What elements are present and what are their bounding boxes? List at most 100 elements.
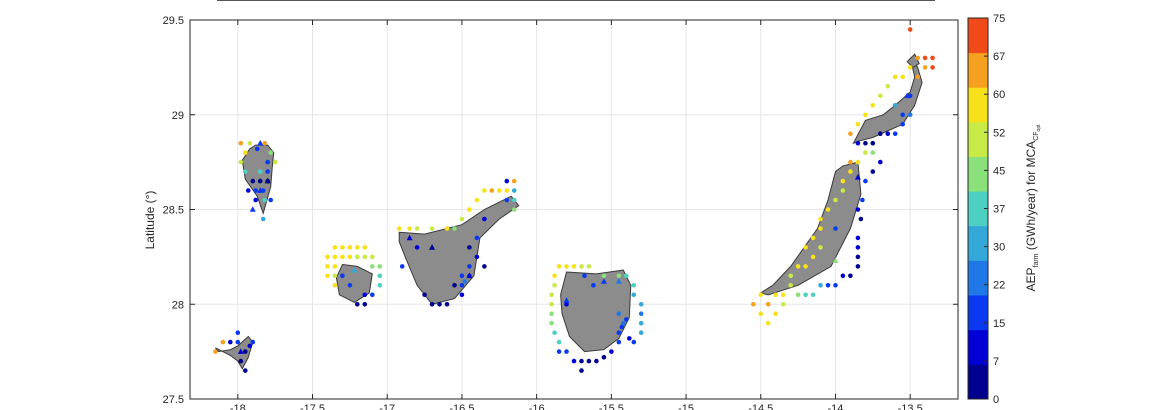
- data-point: [855, 121, 861, 127]
- island-shape: [560, 269, 632, 353]
- data-point: [340, 273, 345, 279]
- data-point: [243, 169, 248, 174]
- data-point: [370, 264, 375, 269]
- data-point: [751, 302, 756, 307]
- data-point: [253, 188, 258, 193]
- data-point: [235, 339, 241, 345]
- data-point: [347, 245, 353, 250]
- data-point: [396, 226, 402, 231]
- data-point: [340, 245, 345, 250]
- data-point: [892, 74, 898, 80]
- data-point: [504, 188, 510, 193]
- data-point: [489, 188, 495, 193]
- data-point: [347, 254, 353, 260]
- colorbar-segment: [968, 156, 988, 192]
- colorbar-segment: [968, 121, 988, 157]
- data-point: [332, 264, 338, 269]
- data-point: [377, 264, 383, 269]
- x-tick-label: -14.5: [748, 403, 773, 410]
- data-point: [758, 311, 764, 317]
- data-point: [556, 264, 562, 269]
- data-point: [795, 264, 801, 269]
- data-point: [758, 292, 764, 298]
- colorbar-label-subscript: CF: [1033, 131, 1040, 140]
- data-point: [922, 65, 928, 70]
- colorbar-segment: [968, 260, 988, 296]
- data-point: [355, 245, 360, 250]
- data-point: [467, 207, 472, 212]
- data-point: [579, 368, 584, 373]
- data-point: [272, 159, 278, 165]
- data-point: [571, 358, 577, 364]
- data-point: [459, 283, 465, 288]
- data-point: [511, 197, 517, 203]
- x-tick-label: -16.5: [449, 403, 474, 410]
- data-point: [638, 302, 644, 307]
- y-tick-label: 28.5: [163, 205, 184, 217]
- data-point: [780, 292, 786, 298]
- data-point: [414, 245, 420, 250]
- x-tick-label: -18: [230, 403, 246, 410]
- data-point: [238, 159, 244, 165]
- island-shape: [759, 161, 862, 296]
- data-point: [858, 216, 864, 222]
- data-point: [907, 112, 913, 118]
- data-point: [260, 216, 266, 222]
- data-point: [355, 302, 360, 307]
- colorbar-label-subscript: farm: [1033, 253, 1040, 267]
- data-point: [765, 320, 771, 326]
- data-point: [855, 264, 861, 269]
- data-point: [586, 358, 592, 364]
- colorbar-tick-label: 75: [993, 13, 1005, 25]
- colorbar-tick-label: 52: [993, 127, 1005, 139]
- data-point: [482, 188, 487, 193]
- data-point: [253, 197, 258, 203]
- data-point: [788, 273, 793, 279]
- data-point: [616, 330, 622, 336]
- data-point: [780, 302, 786, 307]
- island-shape: [852, 57, 923, 145]
- data-point: [362, 245, 368, 250]
- colorbar-segment: [968, 191, 988, 227]
- colorbar-label-subsubscript: opt: [1036, 124, 1042, 132]
- y-axis-label: Latitude (°): [143, 191, 157, 250]
- x-tick-label: -16: [529, 403, 545, 410]
- data-point: [579, 264, 584, 269]
- data-point: [922, 55, 928, 61]
- data-point: [452, 226, 457, 231]
- data-point: [930, 55, 935, 61]
- turbine-marker: [429, 244, 436, 250]
- data-point: [474, 254, 480, 260]
- colorbar-tick-label: 60: [993, 89, 1005, 101]
- data-point: [474, 197, 480, 203]
- data-point: [511, 178, 517, 184]
- data-point: [238, 358, 244, 364]
- data-point: [810, 292, 816, 298]
- data-point: [247, 343, 253, 349]
- data-point: [429, 302, 435, 307]
- data-point: [265, 159, 271, 165]
- colorbar-tick-label: 0: [993, 394, 999, 406]
- data-point: [609, 349, 614, 354]
- plot-area: 27.5 28 28.5 29 29.5 -18 -17.5 -17 -16.5 -16 -15.5…: [163, 15, 959, 410]
- turbine-marker: [600, 278, 607, 284]
- data-point: [870, 103, 876, 108]
- data-point: [591, 283, 596, 288]
- data-point: [504, 197, 510, 203]
- turbine-marker: [406, 234, 413, 241]
- y-tick-label: 28: [172, 299, 184, 311]
- data-point: [347, 283, 353, 288]
- data-point: [262, 197, 268, 203]
- data-point: [429, 226, 435, 231]
- data-point: [624, 273, 629, 279]
- data-point: [818, 226, 823, 231]
- data-point: [254, 146, 260, 152]
- data-point: [885, 131, 891, 136]
- data-point: [265, 169, 271, 174]
- data-point: [444, 226, 450, 231]
- data-point: [370, 254, 375, 260]
- data-point: [840, 188, 846, 193]
- data-point: [332, 273, 338, 279]
- data-point: [213, 349, 218, 354]
